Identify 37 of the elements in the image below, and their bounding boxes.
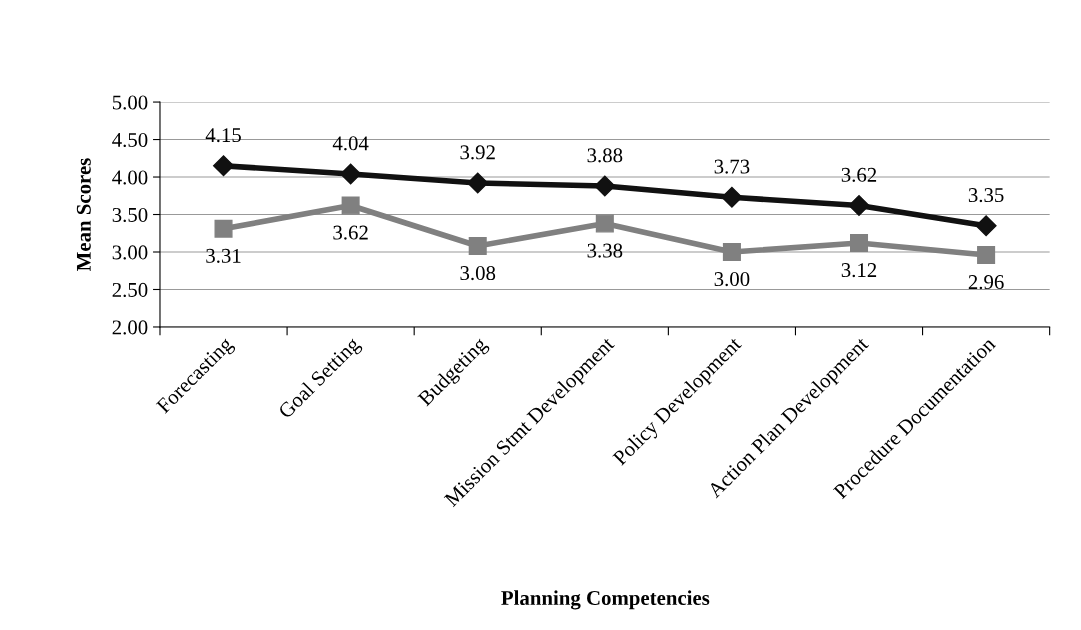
point — [341, 196, 360, 215]
data-label: 3.12 — [841, 263, 877, 278]
y-tick-label: 3.50 — [112, 207, 148, 223]
point — [849, 233, 869, 253]
y-tick-label: 2.00 — [112, 320, 148, 335]
y-tick-label: 4.00 — [112, 170, 148, 185]
x-axis-title: Planning Competencies — [501, 590, 710, 610]
point — [595, 214, 614, 233]
data-label: 4.15 — [205, 128, 241, 143]
data-label: 3.35 — [968, 188, 1004, 203]
data-label: 3.73 — [714, 159, 750, 174]
point — [594, 175, 616, 197]
data-label: 3.92 — [460, 145, 495, 160]
data-label: 3.31 — [206, 248, 241, 263]
y-tick-label: 5.00 — [112, 95, 148, 110]
data-label: 3.38 — [587, 243, 623, 258]
y-tick-label: 3.00 — [112, 245, 148, 260]
y-axis-title: Mean Scores — [76, 158, 91, 271]
data-label: 3.62 — [841, 167, 877, 182]
data-label: 3.08 — [460, 266, 496, 281]
point — [214, 219, 233, 238]
point — [467, 172, 489, 194]
point — [975, 215, 997, 237]
y-tick-label: 2.50 — [112, 282, 148, 298]
point — [340, 163, 362, 185]
data-label: 2.96 — [968, 275, 1004, 290]
point — [848, 195, 870, 217]
data-label: 3.00 — [714, 272, 750, 287]
point — [213, 155, 235, 177]
point — [722, 242, 741, 262]
point — [721, 186, 743, 208]
data-label: 3.88 — [587, 148, 623, 163]
data-label: 3.62 — [333, 225, 368, 240]
point — [977, 245, 996, 265]
y-tick-label: 4.50 — [112, 132, 148, 148]
point — [468, 236, 487, 256]
data-label: 4.04 — [332, 136, 369, 151]
